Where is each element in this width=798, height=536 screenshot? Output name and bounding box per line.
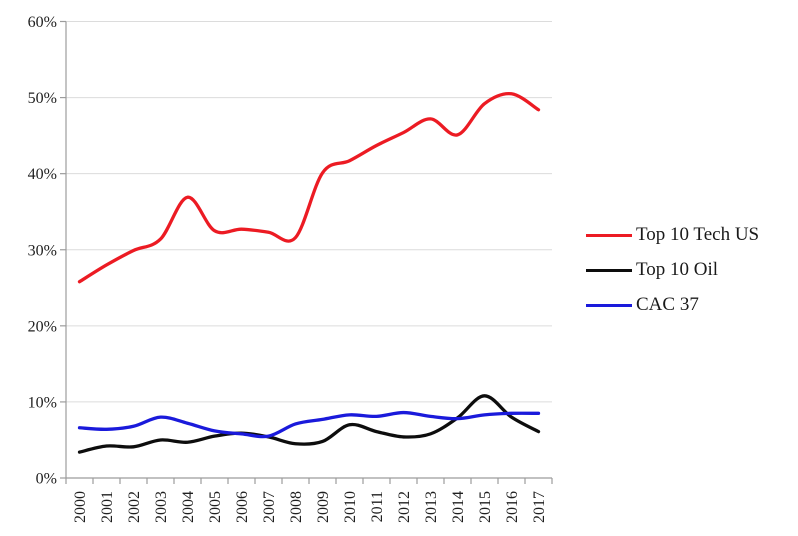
x-tick-label: 2000 [72,491,89,523]
x-tick-label: 2009 [315,491,332,523]
x-axis-labels: 2000 2001 2002 2003 2004 2005 2006 2007 2008 2009… [65,478,553,523]
series-line-top-10-oil [77,394,541,454]
legend-label: CAC 37 [636,294,699,315]
legend-label: Top 10 Tech US [636,224,760,245]
x-tick-label: 2008 [288,491,305,523]
x-tick-label: 2010 [342,491,359,523]
x-tick-label: 2006 [234,491,251,523]
legend-row-top-10-tech-us: Top 10 Tech US [586,224,759,246]
series-lines [77,91,541,454]
x-tick-label: 2017 [531,491,548,523]
x-tick-label: 2011 [369,491,386,522]
x-tick-label: 2004 [180,491,197,523]
legend-row-top-10-oil: Top 10 Oil [586,259,759,281]
x-tick-label: 2002 [126,491,143,523]
x-tick-label: 2012 [396,491,413,523]
y-tick-label: 40% [28,166,57,183]
x-tick-label: 2013 [423,491,440,523]
y-tick-label: 30% [28,242,57,259]
x-tick-label: 2014 [450,491,467,523]
x-tick-label: 2015 [477,491,494,523]
y-tick-label: 50% [28,90,57,107]
x-tick-label: 2016 [504,491,521,523]
gridlines [66,21,552,403]
x-tick-label: 2003 [153,491,170,523]
x-tick-label: 2007 [261,491,278,523]
series-line-top-10-tech-us [77,91,541,284]
legend-row-cac-37: CAC 37 [586,294,759,316]
legend-line-icon [586,303,632,307]
x-tick-label: 2005 [207,491,224,523]
y-tick-label: 0% [36,471,57,488]
series-line-cac-37 [77,410,541,439]
y-tick-label: 20% [28,318,57,335]
legend-label: Top 10 Oil [636,259,719,280]
x-tick-label: 2001 [99,491,116,523]
y-tick-label: 10% [28,394,57,411]
chart-legend: Top 10 Tech US Top 10 Oil CAC 37 [586,224,759,316]
y-tick-label: 60% [28,14,57,31]
y-axis-labels: 0% 10% 20% 30% 40% 50% 60% [28,14,66,488]
legend-line-icon [586,233,632,237]
legend-line-icon [586,268,632,272]
